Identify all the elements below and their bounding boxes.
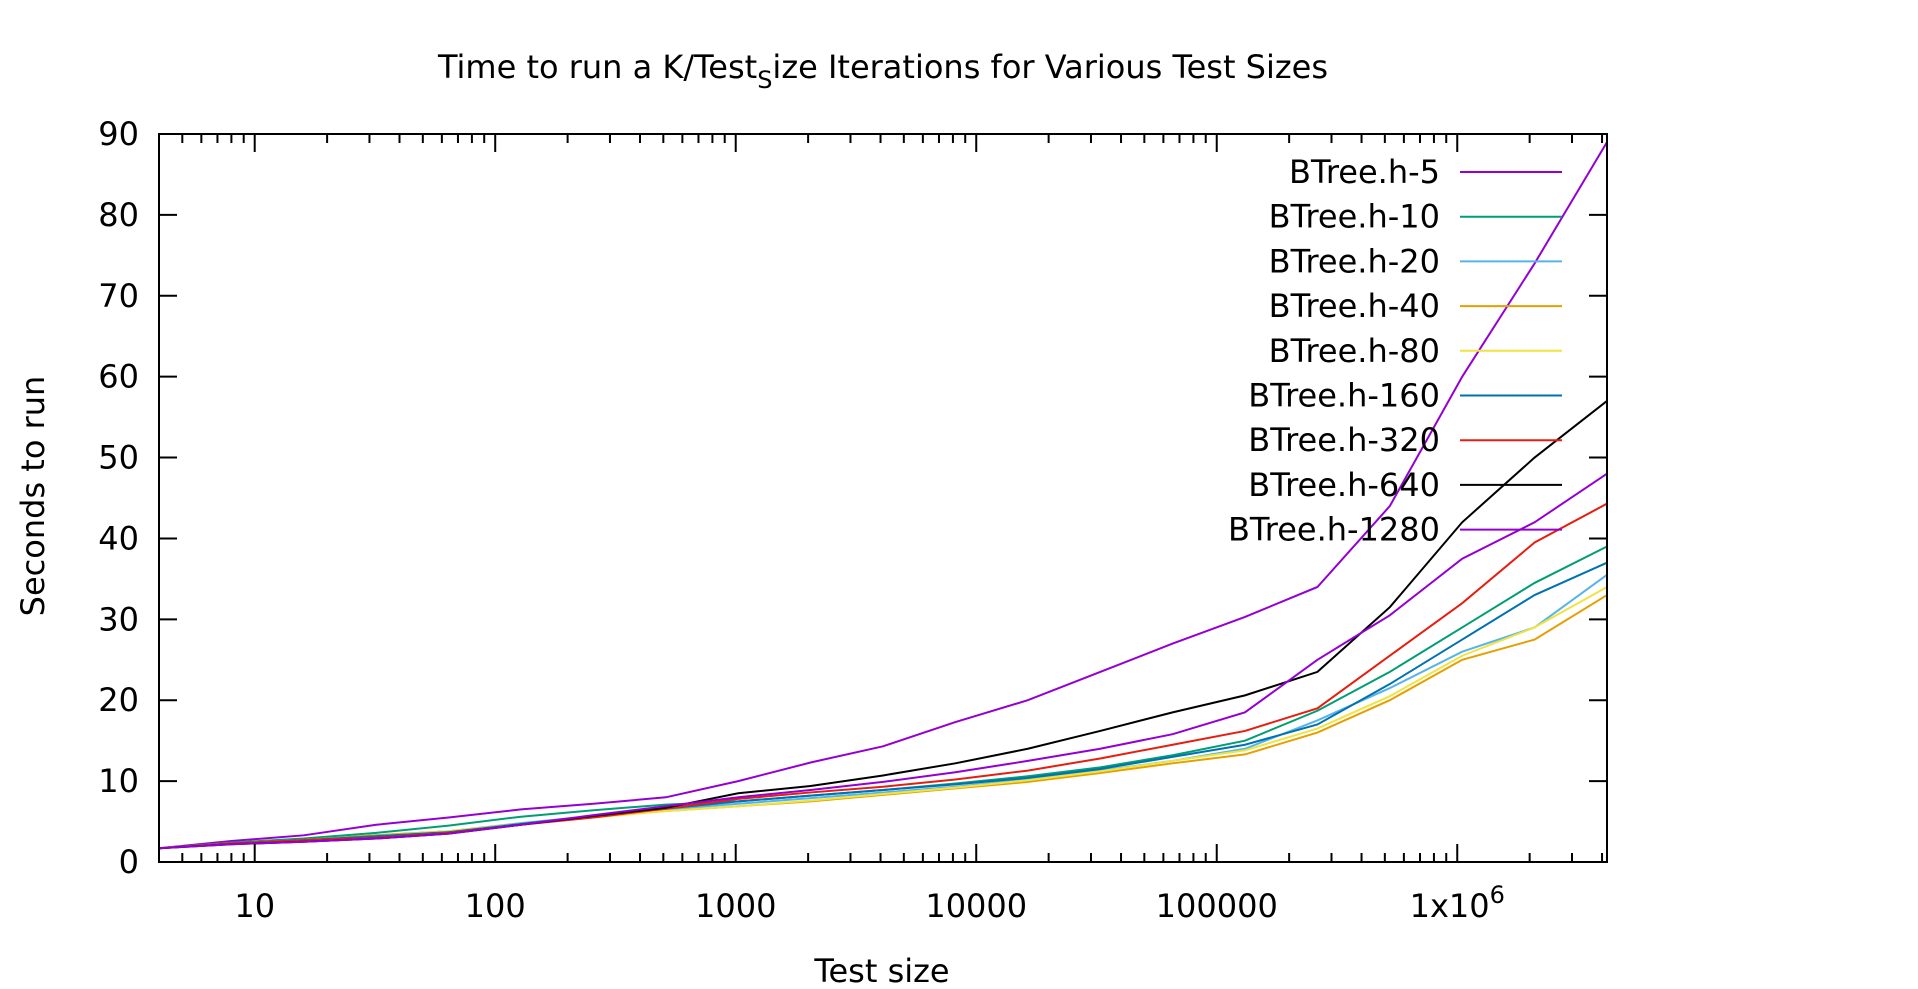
- y-tick-label: 60: [98, 358, 139, 396]
- legend-label-9: BTree.h-1280: [1228, 511, 1440, 549]
- x-tick-label-text: 100000: [1156, 887, 1278, 925]
- y-tick-label: 90: [98, 115, 139, 153]
- series-line-9: [158, 472, 1608, 850]
- series-line-6: [158, 561, 1608, 850]
- series-line-7: [158, 502, 1608, 850]
- y-tick-label: 50: [98, 439, 139, 477]
- plot-frame: [158, 133, 1608, 863]
- x-tick-label-exponent: 6: [1490, 881, 1505, 909]
- series-line-4: [158, 594, 1608, 850]
- y-axis-label: Seconds to run: [14, 376, 52, 617]
- chart-title: Time to run a K/TestSize Iterations for …: [437, 48, 1328, 94]
- x-tick-label-text: 10: [234, 887, 275, 925]
- legend-label-8: BTree.h-640: [1248, 466, 1440, 504]
- y-tick-label: 70: [98, 277, 139, 315]
- series-line-5: [158, 586, 1608, 850]
- y-tick-label: 0: [119, 843, 139, 881]
- y-tick-label: 10: [98, 762, 139, 800]
- x-tick-label-text: 1x10: [1410, 887, 1490, 925]
- x-tick-label-text: 10000: [925, 887, 1027, 925]
- plot-area: 0 10 20 30 40 50 60 70 80 90 10 100 1000 10000 100000 1…: [98, 115, 1608, 925]
- x-tick-label: 100: [465, 887, 526, 925]
- y-tick-label: 20: [98, 681, 139, 719]
- legend-label-3: BTree.h-20: [1269, 242, 1440, 280]
- series-line-2: [158, 545, 1608, 850]
- x-tick-label-text: 1000: [695, 887, 776, 925]
- chart-title-main: Time to run a K/Test: [437, 48, 757, 86]
- legend-label-4: BTree.h-40: [1269, 287, 1440, 325]
- x-axis-label: Test size: [813, 952, 949, 989]
- legend-label-6: BTree.h-160: [1248, 377, 1440, 415]
- x-tick-label: 1x106: [1410, 881, 1505, 925]
- x-tick-label-text: 100: [465, 887, 526, 925]
- chart-title-rest: ize Iterations for Various Test Sizes: [772, 48, 1328, 86]
- legend-label-2: BTree.h-10: [1269, 198, 1440, 236]
- x-tick-label: 10000: [925, 887, 1027, 925]
- x-tick-label: 100000: [1156, 887, 1278, 925]
- x-tick-label: 10: [234, 887, 275, 925]
- chart-title-subscript: S: [757, 66, 772, 94]
- legend-label-1: BTree.h-5: [1289, 153, 1440, 191]
- y-tick-label: 80: [98, 196, 139, 234]
- x-tick-label: 1000: [695, 887, 776, 925]
- legend-label-7: BTree.h-320: [1248, 421, 1440, 459]
- y-tick-label: 30: [98, 600, 139, 638]
- y-tick-label: 40: [98, 519, 139, 557]
- series-line-1: [158, 141, 1608, 850]
- legend-label-5: BTree.h-80: [1269, 332, 1440, 370]
